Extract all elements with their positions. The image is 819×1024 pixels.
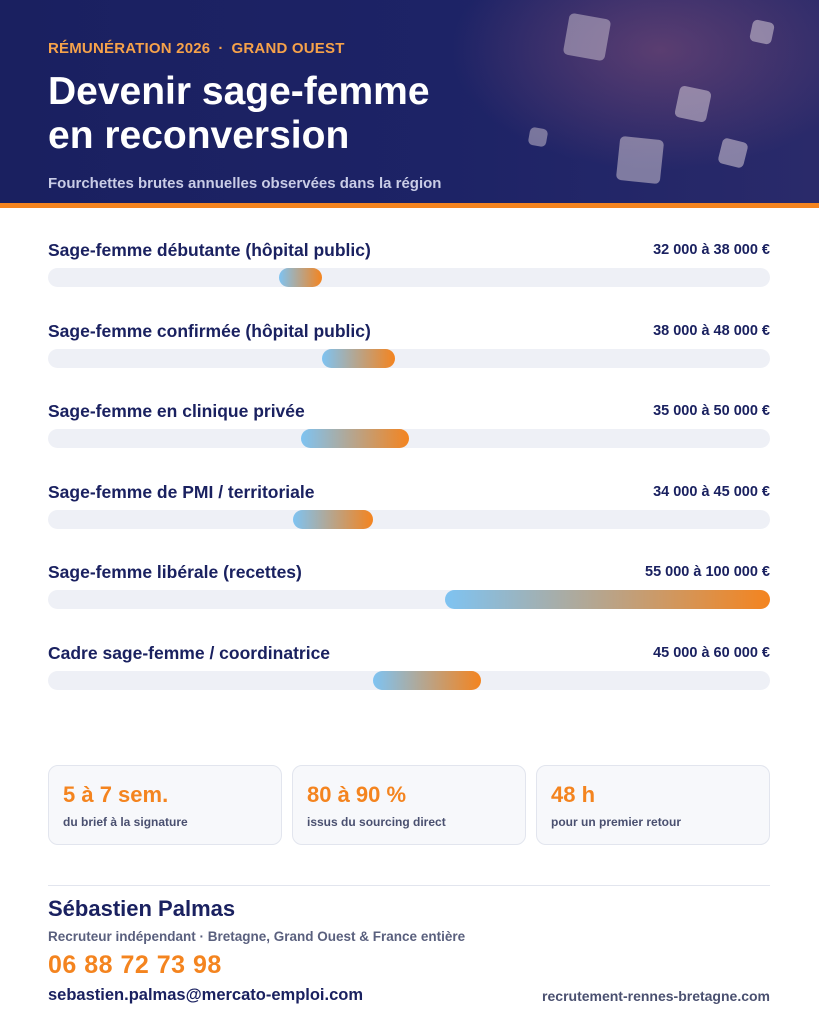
stat-card: 5 à 7 sem. du brief à la signature — [48, 765, 282, 845]
decorative-square — [748, 18, 776, 46]
salary-track — [48, 429, 770, 448]
decorative-square — [717, 137, 749, 169]
salary-range-bar — [373, 670, 481, 690]
decorative-square — [527, 126, 549, 148]
salary-range-bar — [322, 348, 395, 368]
kicker-region: GRAND OUEST — [231, 40, 345, 57]
contact-phone-link[interactable]: 06 88 72 73 98 — [48, 951, 222, 979]
salary-row-label: Sage-femme en clinique privée — [48, 401, 305, 421]
salary-range-bar — [279, 268, 322, 287]
contact-role: Recruteur indépendant · Bretagne, Grand … — [48, 929, 466, 944]
salary-range-bar — [445, 590, 770, 609]
salary-row-label: Sage-femme confirmée (hôpital public) — [48, 320, 371, 341]
decorative-square — [562, 12, 612, 62]
stats-cards: 5 à 7 sem. du brief à la signature 80 à … — [48, 765, 770, 845]
salary-row-range: 55 000 à 100 000 € — [645, 564, 770, 580]
stat-card: 80 à 90 % issus du sourcing direct — [292, 765, 526, 845]
salary-row-label: Cadre sage-femme / coordinatrice — [48, 642, 331, 663]
title-line-1: Devenir sage-femme — [48, 70, 430, 113]
salary-ranges-list: Sage-femme débutante (hôpital public) 32… — [48, 238, 770, 721]
header-accent-stripe — [0, 203, 819, 208]
decorative-square — [674, 85, 712, 123]
salary-range-bar — [301, 429, 409, 448]
salary-row-label: Sage-femme de PMI / territoriale — [48, 481, 315, 502]
stat-card: 48 h pour un premier retour — [536, 765, 770, 845]
page-title: Devenir sage-femme en reconversion — [48, 70, 430, 158]
kicker: RÉMUNÉRATION 2026 · GRAND OUEST — [48, 40, 345, 57]
salary-row-range: 34 000 à 45 000 € — [653, 483, 770, 500]
contact-email-link[interactable]: sebastien.palmas@mercato-emploi.com — [48, 986, 364, 1004]
stat-value: 80 à 90 % — [307, 782, 407, 807]
salary-row: Sage-femme en clinique privée 35 000 à 5… — [48, 399, 770, 480]
kicker-separator: · — [218, 40, 224, 57]
salary-row-range: 38 000 à 48 000 € — [653, 322, 770, 339]
salary-row-label: Sage-femme libérale (recettes) — [48, 562, 302, 582]
salary-track — [48, 348, 770, 368]
salary-row-range: 45 000 à 60 000 € — [653, 644, 770, 661]
salary-row-label: Sage-femme débutante (hôpital public) — [48, 240, 371, 260]
contact-name: Sébastien Palmas — [48, 896, 236, 921]
salary-row-range: 32 000 à 38 000 € — [653, 242, 770, 258]
contact-website-link[interactable]: recrutement-rennes-bretagne.com — [542, 988, 770, 1004]
salary-row: Sage-femme libérale (recettes) 55 000 à … — [48, 560, 770, 641]
salary-track — [48, 590, 770, 609]
salary-track — [48, 509, 770, 529]
salary-row: Sage-femme débutante (hôpital public) 32… — [48, 238, 770, 319]
salary-row-range: 35 000 à 50 000 € — [653, 403, 770, 419]
salary-track — [48, 670, 770, 690]
stat-caption: pour un premier retour — [551, 815, 682, 829]
footer-divider — [48, 885, 770, 886]
salary-track — [48, 268, 770, 287]
kicker-topic: RÉMUNÉRATION 2026 — [48, 40, 211, 57]
salary-row: Cadre sage-femme / coordinatrice 45 000 … — [48, 641, 770, 722]
salary-row: Sage-femme de PMI / territoriale 34 000 … — [48, 480, 770, 561]
title-line-2: en reconversion — [48, 114, 350, 157]
hero-header: RÉMUNÉRATION 2026 · GRAND OUEST Devenir sa… — [0, 0, 819, 203]
page-subtitle: Fourchettes brutes annuelles observées d… — [48, 175, 442, 192]
salary-row: Sage-femme confirmée (hôpital public) 38… — [48, 319, 770, 400]
stat-caption: issus du sourcing direct — [307, 815, 446, 829]
decorative-square — [615, 135, 665, 185]
salary-range-bar — [293, 509, 373, 529]
stat-value: 5 à 7 sem. — [63, 782, 169, 807]
stat-value: 48 h — [551, 782, 596, 807]
stat-caption: du brief à la signature — [63, 815, 188, 829]
